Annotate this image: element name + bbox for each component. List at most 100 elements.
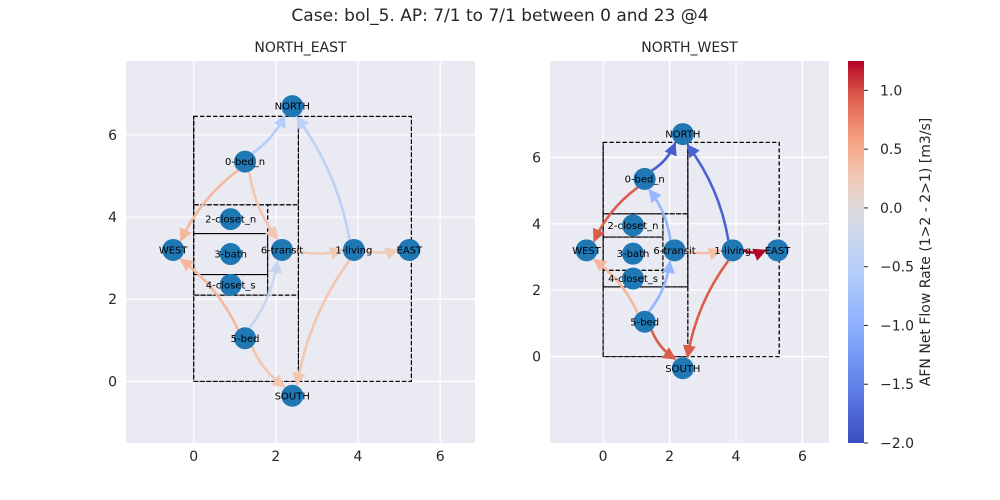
y-tick-label: 6 [532, 150, 541, 166]
edge-arrow [248, 171, 279, 240]
edge-arrow [179, 258, 240, 331]
y-tick-label: 0 [108, 374, 117, 390]
node-label: 6-transit [653, 246, 695, 257]
edge-arrow [651, 142, 677, 172]
panel-title: NORTH_EAST [254, 40, 347, 56]
y-tick-label: 2 [108, 292, 117, 308]
colorbar: −2.0 −1.5 −1.0 −0.5 0.0 0.5 1.0 AFN Net Flow Ra… [848, 61, 934, 452]
edge-arrow [593, 258, 639, 314]
node-marker [162, 238, 185, 261]
panel-title: NORTH_WEST [641, 40, 738, 56]
node-label: WEST [159, 245, 189, 256]
edge-arrow [292, 247, 344, 260]
node-label: WEST [572, 246, 602, 257]
y-tick-label: 6 [108, 128, 117, 144]
edge-arrow [648, 188, 672, 241]
room-outline [602, 286, 689, 358]
edge-arrow [292, 259, 351, 386]
colorbar-tick-label: 0.0 [880, 201, 902, 217]
panel-2: 0 2 4 6 0 2 4 6 NORTH_WEST NORTH 0-bed_n 2-closet_n… [532, 40, 829, 465]
node-marker [219, 208, 242, 231]
node-marker [633, 167, 656, 190]
edge-arrow [251, 114, 286, 155]
node-label: 3-bath [617, 249, 650, 260]
node-label: EAST [397, 245, 424, 256]
edge-arrow [685, 247, 722, 261]
edge-arrow [686, 144, 730, 241]
node-marker [342, 238, 365, 261]
y-tick-label: 4 [532, 217, 541, 233]
x-tick-label: 2 [271, 449, 280, 465]
node-label: NORTH [665, 130, 700, 141]
y-tick-label: 0 [532, 350, 541, 366]
colorbar-tick-label: −1.5 [880, 377, 914, 393]
node-marker [281, 95, 304, 118]
colorbar-tick-label: −1.0 [880, 318, 914, 334]
edge-arrow [592, 186, 639, 243]
x-tick-label: 4 [354, 449, 363, 465]
room-outline [267, 204, 299, 296]
colorbar-tick-label: 1.0 [880, 83, 902, 99]
colorbar-label: AFN Net Flow Rate (1>2 - 2>1) [m3/s] [918, 118, 934, 386]
node-marker [271, 238, 294, 261]
node-marker [671, 357, 694, 380]
node-label: 1-living [335, 245, 372, 256]
edge-arrow [743, 248, 767, 261]
node-label: SOUTH [275, 391, 310, 402]
node-marker [671, 123, 694, 146]
x-tick-label: 4 [732, 449, 741, 465]
node-label: 4-closet_s [206, 280, 256, 291]
node-label: 2-closet_n [608, 221, 659, 232]
node-marker [219, 243, 242, 266]
x-tick-label: 6 [436, 449, 445, 465]
node-label: 6-transit [261, 245, 303, 256]
edge-arrow [250, 346, 286, 388]
colorbar-tick-label: −0.5 [880, 260, 914, 276]
edge-arrow [295, 116, 351, 241]
node-label: EAST [765, 246, 792, 257]
edge-arrow [364, 247, 399, 260]
node-label: 4-closet_s [608, 274, 658, 285]
node-label: 2-closet_n [205, 215, 256, 226]
node-marker [234, 150, 257, 173]
room-outline [193, 294, 299, 382]
x-tick-label: 0 [599, 449, 608, 465]
node-label: 5-bed [630, 317, 659, 328]
node-label: 3-bath [214, 250, 247, 261]
edge-arrow [682, 259, 730, 359]
x-tick-label: 6 [798, 449, 807, 465]
node-marker [622, 267, 645, 290]
node-label: NORTH [275, 102, 310, 113]
figure-title: Case: bol_5. AP: 7/1 to 7/1 between 0 an… [291, 6, 709, 26]
node-marker [219, 273, 242, 296]
node-label: 1-living [714, 246, 751, 257]
edge-arrow [179, 169, 239, 242]
panel-1: 0 2 4 6 0 2 4 6 NORTH_EAST NORTH 0-bed_n 2-closet_n… [108, 40, 475, 465]
node-marker [766, 239, 789, 262]
y-tick-label: 2 [532, 283, 541, 299]
colorbar-tick-label: 0.5 [880, 142, 902, 158]
node-marker [281, 384, 304, 407]
x-tick-label: 2 [665, 449, 674, 465]
edge-arrow [248, 259, 283, 329]
y-tick-label: 4 [108, 210, 117, 226]
node-label: 0-bed_n [625, 174, 665, 185]
node-marker [633, 310, 656, 333]
x-tick-label: 0 [189, 449, 198, 465]
node-label: 0-bed_n [225, 157, 265, 168]
node-label: SOUTH [665, 364, 700, 375]
edge-arrow [650, 329, 677, 361]
node-marker [398, 238, 421, 261]
node-marker [622, 214, 645, 237]
node-label: 5-bed [231, 334, 260, 345]
colorbar-gradient [848, 61, 864, 443]
room-outline [193, 115, 299, 206]
node-marker [234, 327, 257, 350]
node-marker [663, 239, 686, 262]
edge-arrow [647, 260, 675, 313]
node-marker [721, 239, 744, 262]
node-marker [575, 239, 598, 262]
room-outline [602, 236, 664, 271]
node-marker [622, 242, 645, 265]
